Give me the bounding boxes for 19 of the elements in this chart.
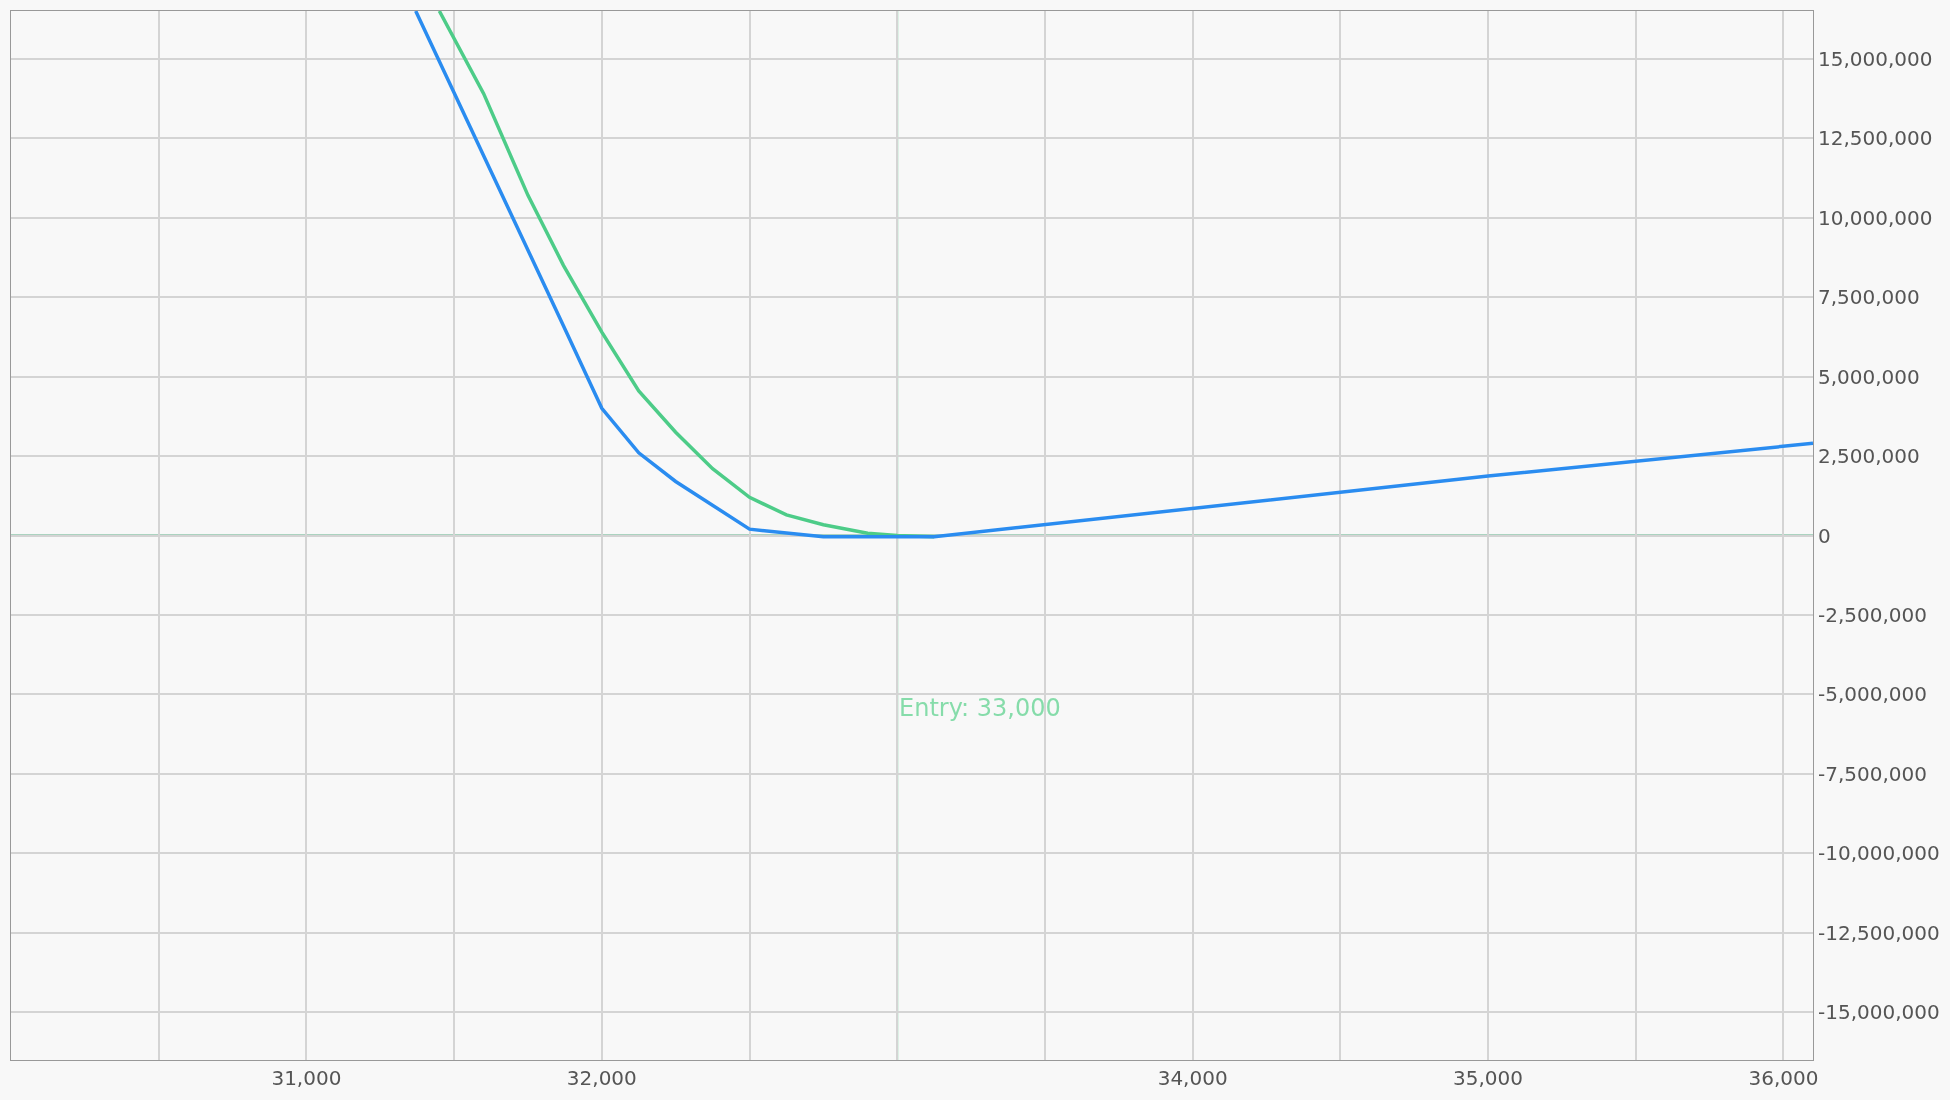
y-tick-label: -15,000,000: [1818, 1000, 1940, 1025]
x-tick-label: 32,000: [566, 1066, 637, 1090]
y-tick-label: 0: [1818, 523, 1831, 548]
y-tick-label: 10,000,000: [1818, 205, 1933, 230]
y-tick-label: 5,000,000: [1818, 364, 1920, 389]
y-tick-label: 12,500,000: [1818, 126, 1933, 151]
y-tick-label: -12,500,000: [1818, 920, 1940, 945]
y-tick-label: 7,500,000: [1818, 285, 1920, 310]
y-tick-label: -10,000,000: [1818, 841, 1940, 866]
y-tick-label: 2,500,000: [1818, 444, 1920, 469]
x-tick-label: 35,000: [1453, 1066, 1524, 1090]
x-tick-label: 31,000: [271, 1066, 342, 1090]
x-tick-label: 36,000: [1748, 1066, 1819, 1090]
x-tick-label: 34,000: [1157, 1066, 1228, 1090]
y-tick-label: -5,000,000: [1818, 682, 1928, 707]
y-tick-label: -2,500,000: [1818, 602, 1928, 627]
y-tick-label: -7,500,000: [1818, 761, 1928, 786]
y-tick-label: 15,000,000: [1818, 46, 1933, 71]
ref-line-label: Entry: 33,000: [899, 694, 1061, 722]
